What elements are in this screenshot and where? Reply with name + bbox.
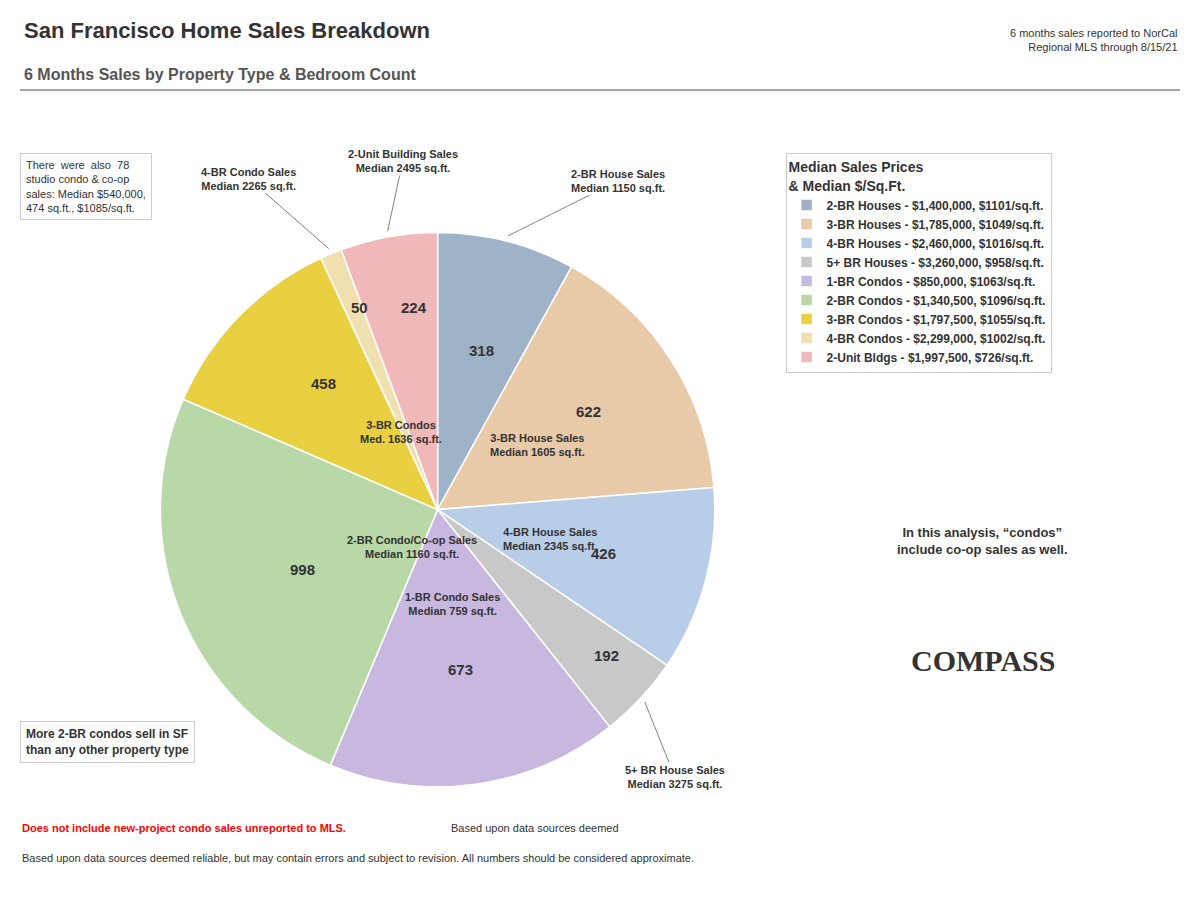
svg-text:4-BR Houses - $2,460,000, $101: 4-BR Houses - $2,460,000, $1016/sq.ft. xyxy=(827,237,1044,251)
svg-text:Does not include new-project c: Does not include new-project condo sales… xyxy=(22,822,346,834)
svg-text:1-BR Condos - $850,000, $1063/: 1-BR Condos - $850,000, $1063/sq.ft. xyxy=(827,275,1036,289)
svg-text:5+ BR House SalesMedian 3275 s: 5+ BR House SalesMedian 3275 sq.ft. xyxy=(625,764,725,790)
svg-text:3-BR CondosMed. 1636 sq.ft.: 3-BR CondosMed. 1636 sq.ft. xyxy=(360,419,442,445)
svg-text:2-BR House SalesMedian 1150 sq: 2-BR House SalesMedian 1150 sq.ft. xyxy=(571,168,665,194)
svg-text:3-BR Houses - $1,785,000, $104: 3-BR Houses - $1,785,000, $1049/sq.ft. xyxy=(827,218,1044,232)
svg-text:998: 998 xyxy=(290,561,315,578)
svg-text:2-BR Condos - $1,340,500, $109: 2-BR Condos - $1,340,500, $1096/sq.ft. xyxy=(827,294,1046,308)
svg-text:4-BR Condo SalesMedian 2265 sq: 4-BR Condo SalesMedian 2265 sq.ft. xyxy=(201,166,296,192)
svg-text:426: 426 xyxy=(591,545,616,562)
svg-text:458: 458 xyxy=(311,375,336,392)
svg-text:2-BR Houses - $1,400,000, $110: 2-BR Houses - $1,400,000, $1101/sq.ft. xyxy=(827,199,1044,213)
svg-text:3-BR Condos - $1,797,500, $105: 3-BR Condos - $1,797,500, $1055/sq.ft. xyxy=(827,313,1046,327)
svg-text:224: 224 xyxy=(401,299,427,316)
svg-text:5+ BR Houses - $3,260,000, $95: 5+ BR Houses - $3,260,000, $958/sq.ft. xyxy=(827,256,1044,270)
svg-text:San Francisco Home Sales Break: San Francisco Home Sales Breakdown xyxy=(24,18,430,43)
svg-text:Based upon data sources deemed: Based upon data sources deemed xyxy=(451,822,619,834)
svg-text:3-BR House SalesMedian 1605 sq: 3-BR House SalesMedian 1605 sq.ft. xyxy=(490,432,585,458)
svg-text:Median Sales Prices& Median $/: Median Sales Prices& Median $/Sq.Ft. xyxy=(789,159,924,193)
svg-text:6 Months Sales by Property Typ: 6 Months Sales by Property Type & Bedroo… xyxy=(24,66,416,83)
svg-text:4-BR Condos - $2,299,000, $100: 4-BR Condos - $2,299,000, $1002/sq.ft. xyxy=(827,332,1046,346)
svg-text:318: 318 xyxy=(469,342,494,359)
svg-text:Based upon data sources deemed: Based upon data sources deemed reliable,… xyxy=(22,852,694,864)
svg-text:2-Unit Bldgs - $1,997,500, $72: 2-Unit Bldgs - $1,997,500, $726/sq.ft. xyxy=(827,351,1034,365)
svg-text:In this analysis, “condos”incl: In this analysis, “condos”include co-op … xyxy=(897,525,1068,557)
svg-text:COMPASS: COMPASS xyxy=(911,644,1055,677)
svg-text:More 2-BR condos sell in SFtha: More 2-BR condos sell in SFthan any othe… xyxy=(26,727,189,757)
svg-text:2-Unit Building SalesMedian 24: 2-Unit Building SalesMedian 2495 sq.ft. xyxy=(348,148,458,174)
svg-text:673: 673 xyxy=(448,661,473,678)
svg-text:4-BR House SalesMedian 2345 sq: 4-BR House SalesMedian 2345 sq.ft. xyxy=(503,526,598,552)
svg-text:2-BR Condo/Co-op SalesMedian 1: 2-BR Condo/Co-op SalesMedian 1160 sq.ft. xyxy=(347,534,477,560)
svg-text:50: 50 xyxy=(351,299,368,316)
svg-text:6 months sales reported to Nor: 6 months sales reported to NorCalRegiona… xyxy=(1010,27,1178,53)
svg-text:192: 192 xyxy=(594,647,619,664)
svg-text:1-BR Condo SalesMedian 759 sq.: 1-BR Condo SalesMedian 759 sq.ft. xyxy=(405,591,500,617)
svg-text:There were also 78studio co: There were also 78studio condo & co-opsa… xyxy=(26,159,146,214)
svg-text:622: 622 xyxy=(576,403,601,420)
